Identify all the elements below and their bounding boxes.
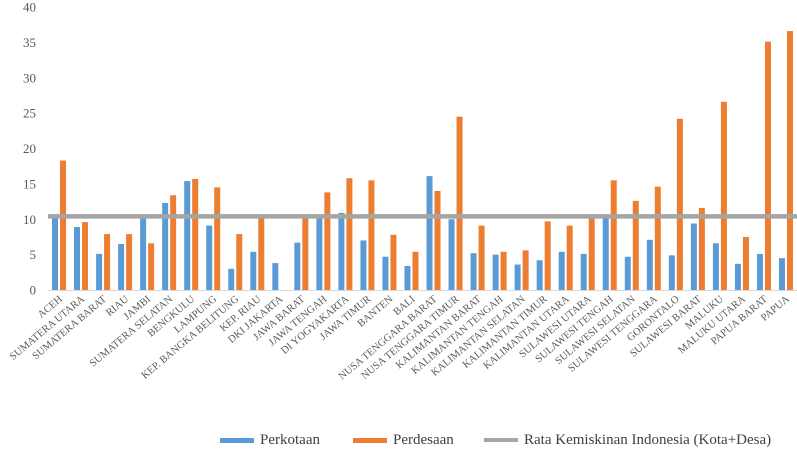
y-tick-label: 15: [23, 176, 36, 191]
bar-perdesaan: [566, 225, 573, 290]
bar-perdesaan: [236, 234, 243, 290]
bar-perdesaan: [214, 187, 221, 290]
y-tick-label: 30: [23, 70, 36, 85]
bar-perdesaan: [588, 218, 595, 290]
bar-perkotaan: [404, 265, 411, 290]
bar-perkotaan: [184, 181, 191, 290]
bar-perdesaan: [720, 101, 727, 291]
bar-perkotaan: [536, 260, 543, 290]
bar-perkotaan: [470, 253, 477, 290]
y-tick-label: 25: [23, 106, 36, 121]
bar-perkotaan: [228, 268, 235, 290]
y-tick-label: 10: [23, 212, 36, 227]
bar-perdesaan: [698, 207, 705, 290]
y-tick-label: 5: [30, 247, 37, 262]
bar-perdesaan: [632, 200, 639, 290]
bar-perdesaan: [126, 234, 133, 290]
bar-perdesaan: [742, 236, 749, 290]
bar-perdesaan: [456, 116, 463, 290]
bar-perkotaan: [52, 216, 59, 290]
bar-perdesaan: [654, 186, 661, 290]
bar-perdesaan: [412, 251, 419, 290]
bar-perkotaan: [756, 253, 763, 290]
bar-perdesaan: [786, 31, 793, 291]
bar-perdesaan: [610, 180, 617, 290]
y-tick-label: 40: [23, 0, 36, 15]
bar-perkotaan: [712, 243, 719, 290]
bar-perdesaan: [346, 178, 353, 290]
bar-perkotaan: [162, 202, 169, 290]
bar-perkotaan: [448, 219, 455, 290]
bar-perkotaan: [96, 253, 103, 290]
bar-perkotaan: [338, 212, 345, 290]
bar-perkotaan: [360, 240, 367, 290]
bar-perkotaan: [118, 244, 125, 290]
bar-perdesaan: [258, 217, 265, 290]
legend-swatch-perdesaan: [353, 437, 387, 443]
bar-perdesaan: [192, 178, 199, 290]
bar-perkotaan: [250, 251, 257, 290]
bar-perkotaan: [558, 251, 565, 290]
bar-perdesaan: [522, 250, 529, 290]
bar-perdesaan: [368, 180, 375, 290]
bar-perdesaan: [148, 243, 155, 290]
legend-swatch-average: [484, 438, 518, 442]
bar-perkotaan: [272, 263, 279, 290]
legend-label-average: Rata Kemiskinan Indonesia (Kota+Desa): [524, 431, 772, 448]
y-tick-label: 35: [23, 35, 36, 50]
bar-perdesaan: [60, 160, 67, 290]
y-tick-label: 0: [30, 283, 37, 298]
bar-perkotaan: [492, 254, 499, 290]
legend-item-average: Rata Kemiskinan Indonesia (Kota+Desa): [484, 428, 771, 452]
legend-item-perdesaan: Perdesaan: [353, 428, 454, 452]
legend-item-perkotaan: Perkotaan: [220, 428, 320, 452]
bar-perkotaan: [74, 227, 81, 290]
bar-perkotaan: [294, 242, 301, 290]
bar-perdesaan: [170, 195, 177, 290]
bar-perkotaan: [206, 225, 213, 290]
bar-perkotaan: [140, 218, 147, 290]
bar-perdesaan: [390, 234, 397, 290]
bar-perkotaan: [646, 239, 653, 290]
bar-perdesaan: [302, 216, 309, 290]
bar-perkotaan: [580, 253, 587, 290]
bar-perdesaan: [676, 118, 683, 290]
bar-perdesaan: [104, 234, 111, 290]
bar-perkotaan: [382, 256, 389, 290]
bar-perdesaan: [478, 225, 485, 290]
bar-perkotaan: [316, 217, 323, 290]
bar-perkotaan: [668, 255, 675, 290]
bar-perdesaan: [764, 41, 771, 291]
bar-perkotaan: [426, 176, 433, 290]
bars-group: [52, 31, 793, 291]
legend-label-perdesaan: Perdesaan: [393, 431, 454, 448]
bar-perdesaan: [434, 190, 441, 290]
y-axis: 0 5 10 15 20 25 30 35 40: [23, 0, 36, 298]
bar-perdesaan: [544, 221, 551, 290]
bar-perkotaan: [778, 258, 785, 290]
bar-perkotaan: [602, 216, 609, 290]
bar-perkotaan: [624, 256, 631, 290]
legend-label-perkotaan: Perkotaan: [260, 431, 320, 448]
bar-perkotaan: [514, 264, 521, 290]
bar-perdesaan: [324, 192, 331, 290]
legend-swatch-perkotaan: [220, 437, 254, 443]
bar-perdesaan: [82, 222, 89, 290]
bar-perkotaan: [690, 223, 697, 290]
y-tick-label: 20: [23, 141, 36, 156]
legend: Perkotaan Perdesaan Rata Kemiskinan Indo…: [0, 428, 797, 452]
bar-perkotaan: [734, 263, 741, 290]
bar-perdesaan: [500, 251, 507, 290]
